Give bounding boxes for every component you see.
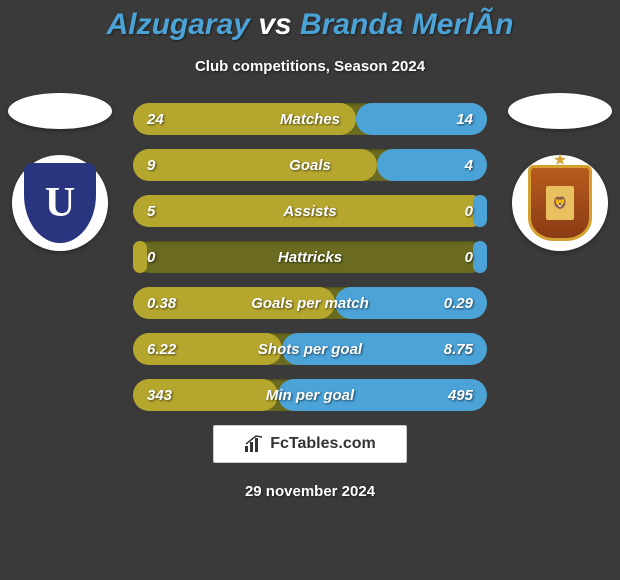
stat-value-left: 24 bbox=[147, 111, 164, 128]
player1-name: Alzugaray bbox=[107, 8, 250, 41]
stat-bars: 24 14 Matches 9 4 Goals 5 0 Assists 0 0 Hattricks 0.… bbox=[133, 103, 487, 411]
stat-value-right: 0 bbox=[465, 203, 473, 220]
subtitle: Club competitions, Season 2024 bbox=[0, 58, 620, 75]
stat-value-right: 0 bbox=[465, 249, 473, 266]
stat-value-right: 8.75 bbox=[444, 341, 473, 358]
player1-avatar-area: U bbox=[0, 93, 120, 251]
player2-face-placeholder bbox=[508, 93, 612, 129]
stat-fill-right bbox=[473, 241, 487, 273]
brand-badge[interactable]: FcTables.com bbox=[213, 425, 407, 463]
stat-value-left: 343 bbox=[147, 387, 172, 404]
player1-face-placeholder bbox=[8, 93, 112, 129]
stat-label: Assists bbox=[283, 203, 336, 220]
stat-value-right: 14 bbox=[456, 111, 473, 128]
stat-row: 0 0 Hattricks bbox=[133, 241, 487, 273]
vs-text: vs bbox=[258, 8, 291, 41]
stat-value-right: 0.29 bbox=[444, 295, 473, 312]
club-inner-crest: 🦁 bbox=[546, 186, 574, 220]
header: Alzugaray vs Branda MerlÃ­n Club competi… bbox=[0, 0, 620, 75]
club-shield-right: ★ 🦁 bbox=[528, 165, 592, 241]
stat-value-right: 495 bbox=[448, 387, 473, 404]
stat-fill-left bbox=[133, 241, 147, 273]
stat-label: Matches bbox=[280, 111, 340, 128]
club-shield-left: U bbox=[24, 163, 96, 243]
stat-label: Min per goal bbox=[266, 387, 354, 404]
stat-row: 24 14 Matches bbox=[133, 103, 487, 135]
stat-row: 9 4 Goals bbox=[133, 149, 487, 181]
club-letter: U bbox=[45, 179, 75, 227]
stat-label: Hattricks bbox=[278, 249, 342, 266]
player2-avatar-area: ★ 🦁 bbox=[500, 93, 620, 251]
player1-club-badge: U bbox=[12, 155, 108, 251]
star-icon: ★ bbox=[553, 150, 567, 170]
stat-fill-right bbox=[473, 195, 487, 227]
player2-name: Branda MerlÃ­n bbox=[300, 8, 513, 41]
player2-club-badge: ★ 🦁 bbox=[512, 155, 608, 251]
date-text: 29 november 2024 bbox=[0, 483, 620, 500]
stat-value-left: 0.38 bbox=[147, 295, 176, 312]
stat-value-left: 9 bbox=[147, 157, 155, 174]
footer: FcTables.com 29 november 2024 bbox=[0, 425, 620, 500]
stat-label: Shots per goal bbox=[258, 341, 362, 358]
page-title: Alzugaray vs Branda MerlÃ­n bbox=[0, 8, 620, 42]
stat-label: Goals bbox=[289, 157, 331, 174]
brand-text: FcTables.com bbox=[270, 435, 376, 453]
stat-value-left: 6.22 bbox=[147, 341, 176, 358]
brand-chart-icon bbox=[244, 435, 264, 453]
stat-value-right: 4 bbox=[465, 157, 473, 174]
comparison-area: U ★ 🦁 24 14 Matches 9 4 Goals 5 0 Assists 0 0 Hattr… bbox=[0, 103, 620, 411]
stat-row: 5 0 Assists bbox=[133, 195, 487, 227]
stat-row: 0.38 0.29 Goals per match bbox=[133, 287, 487, 319]
stat-row: 6.22 8.75 Shots per goal bbox=[133, 333, 487, 365]
stat-fill-left bbox=[133, 149, 377, 181]
stat-value-left: 5 bbox=[147, 203, 155, 220]
stat-value-left: 0 bbox=[147, 249, 155, 266]
stat-row: 343 495 Min per goal bbox=[133, 379, 487, 411]
stat-label: Goals per match bbox=[251, 295, 369, 312]
